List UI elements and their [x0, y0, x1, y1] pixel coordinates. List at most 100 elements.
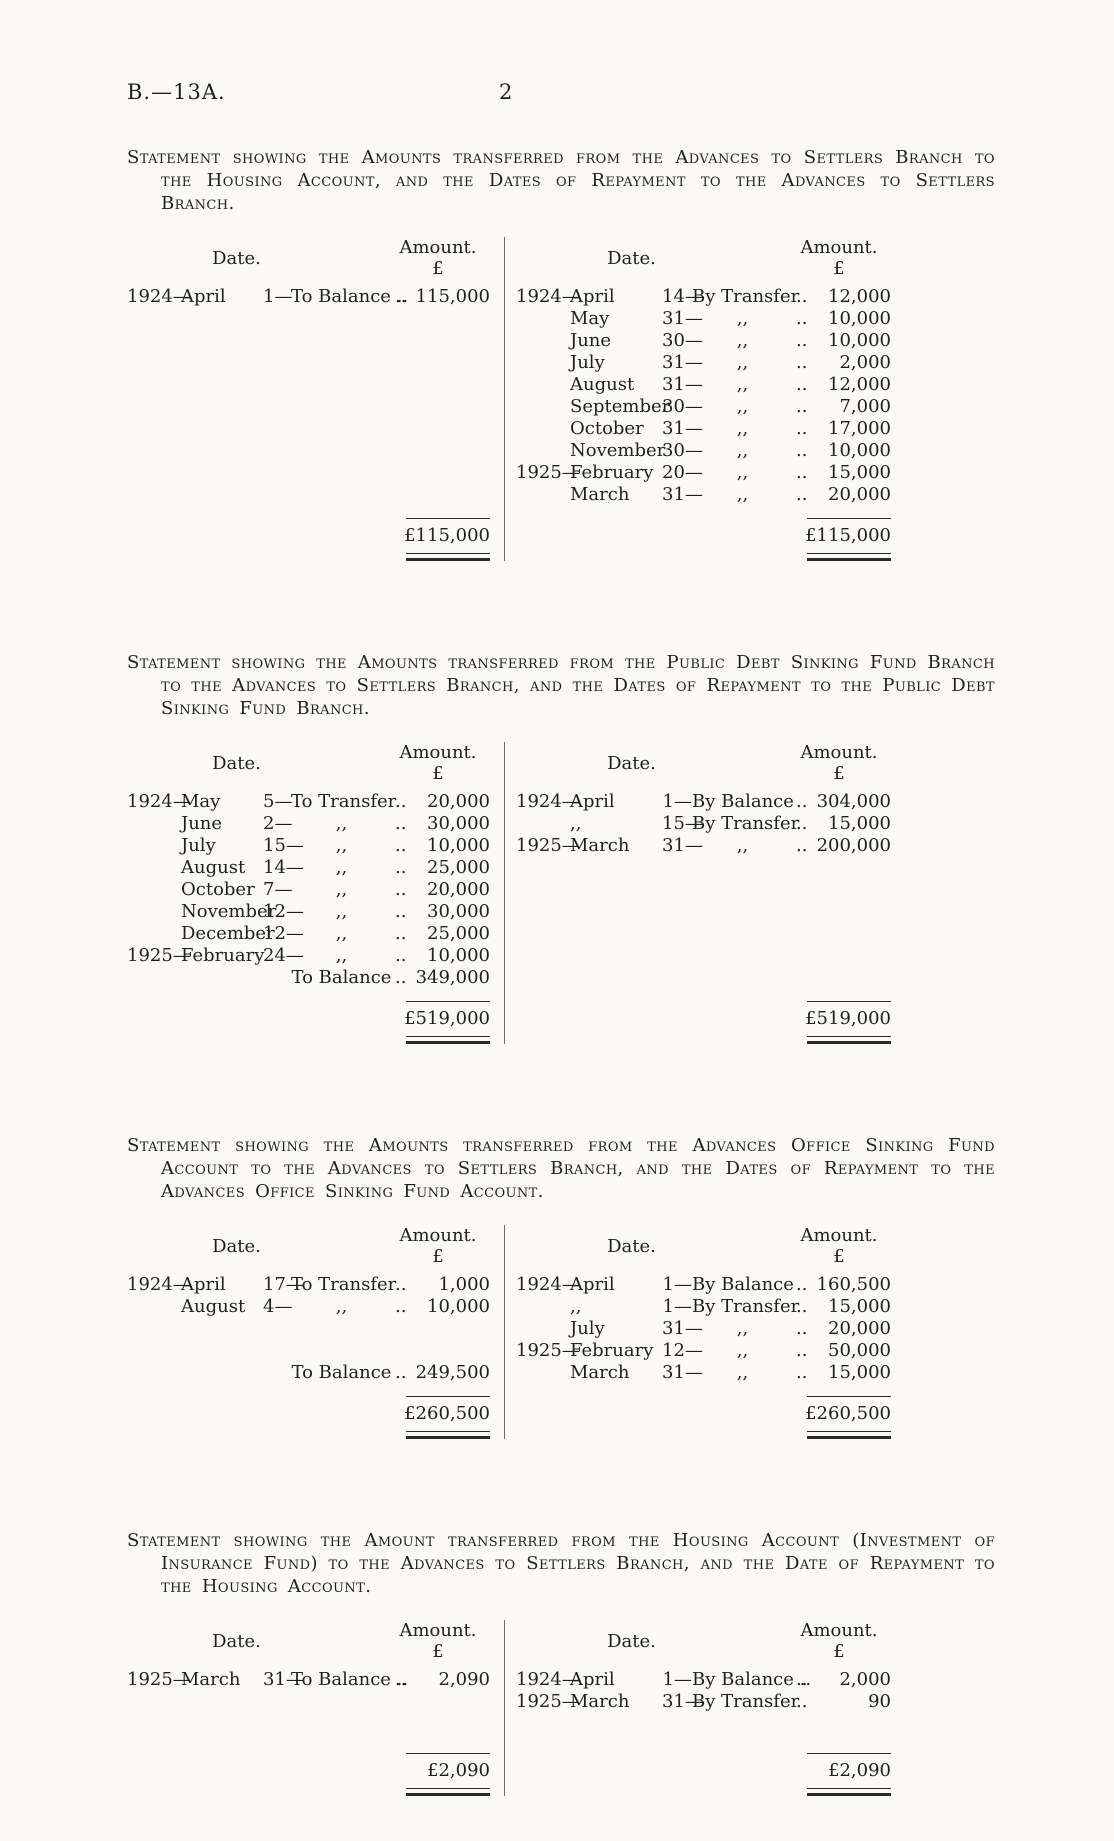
day-cell: 2— [263, 813, 293, 834]
dots-cell: .. [796, 440, 808, 461]
amount-cell: 25,000 [427, 857, 490, 878]
date-column-header: Date. [212, 248, 261, 269]
day-cell: 1— [263, 286, 293, 307]
ledger-table: Date. Amount. £ 1924— April 17— To Transfer… [127, 1225, 995, 1439]
ledger-row: 1924— May 5— To Transfer.. 20,000 [127, 791, 490, 813]
totals-block: £519,000 [787, 1001, 891, 1044]
dots-cell: .. [796, 791, 808, 812]
year-cell: 1924— [516, 1669, 580, 1690]
ledger-row: August 31—,,.. 12,000 [516, 374, 891, 396]
month-cell: October [181, 879, 255, 900]
entry-cell: ,, [335, 901, 348, 922]
amount-cell: 2,000 [839, 352, 891, 373]
amount-cell: 17,000 [828, 418, 891, 439]
dots-cell: .. [395, 813, 407, 834]
dots-cell: .. [395, 967, 407, 988]
entry-cell: ,, [736, 1340, 749, 1361]
day-cell: 31— [662, 308, 703, 329]
month-cell: March [181, 1669, 241, 1690]
day-cell: 30— [662, 440, 703, 461]
entry-cell: ,, [736, 418, 749, 439]
year-cell [516, 374, 570, 396]
ledger-row: September 30—,,.. 7,000 [516, 396, 891, 418]
year-cell [516, 352, 570, 374]
ledger-rows: 1924— April 1— To Balance .... 115,000 [127, 286, 490, 308]
amount-label: Amount. [800, 1620, 878, 1641]
month-cell: February [570, 1340, 654, 1361]
column-headers: Date. Amount. £ [127, 237, 490, 279]
pound-sign: £ [432, 763, 444, 784]
ledger-bottom: £115,000 [516, 506, 891, 561]
ledger-row: To Balance.. 349,000 [127, 967, 490, 989]
year-cell: 1924— [516, 1274, 580, 1295]
dots-cell: .. [796, 352, 808, 373]
ledger-row: 1924— April 1— To Balance .... 115,000 [127, 286, 490, 308]
total-rule [807, 1753, 891, 1754]
total-amount: £260,500 [404, 1403, 490, 1424]
statement-public-debt-sinking-fund: Statement showing the Amounts transferre… [127, 651, 995, 1044]
day-cell: 1— [662, 1274, 692, 1295]
day-cell: 12— [662, 1340, 703, 1361]
ledger-debit-side: Date. Amount. £ 1924— May 5— To Transfer.. 2… [127, 742, 490, 1044]
amount-cell: 10,000 [828, 440, 891, 461]
dots-cell: .. [796, 418, 808, 439]
amount-cell: 200,000 [816, 835, 891, 856]
ledger-row: October 7—,,.. 20,000 [127, 879, 490, 901]
month-cell: ,, [570, 1296, 582, 1317]
entry-cell: ,, [335, 813, 348, 834]
ledger-debit-side: Date. Amount. £ 1924— April 17— To Transfer… [127, 1225, 490, 1439]
dots-cell: .. [796, 813, 808, 834]
day-cell: 15— [263, 835, 304, 856]
year-cell: 1925— [516, 1340, 580, 1361]
day-cell: 12— [263, 923, 304, 944]
amount-column-header: Amount. £ [386, 1620, 490, 1662]
dots-cell: .. [796, 1691, 808, 1712]
ledger-row: 1925— February 20—,,.. 15,000 [516, 462, 891, 484]
dots-cell: .. [395, 1296, 407, 1317]
dots-cell: .. [796, 462, 808, 483]
ledger-row: 1925— March 31— To Balance .... 2,090 [127, 1669, 490, 1691]
ledger-row: 1924— April 1— By Balance.. 304,000 [516, 791, 891, 813]
total-double-rule [406, 1036, 490, 1044]
entry-cell: ,, [736, 1362, 749, 1383]
total-double-rule [406, 553, 490, 561]
dots-cell: .. [395, 791, 407, 812]
month-cell: July [570, 1318, 605, 1339]
year-cell [127, 857, 181, 879]
amount-cell: 50,000 [828, 1340, 891, 1361]
ledger-row: November 30—,,.. 10,000 [516, 440, 891, 462]
amount-cell: 12,000 [828, 286, 891, 307]
entry-cell: By Transfer [692, 1296, 800, 1317]
ledger-row: August 14—,,.. 25,000 [127, 857, 490, 879]
year-cell: 1925— [127, 945, 191, 966]
year-cell: 1924— [516, 791, 580, 812]
dots-cell: .. [796, 1318, 808, 1339]
month-cell [181, 967, 263, 989]
entry-cell: ,, [335, 835, 348, 856]
totals-block: £2,090 [787, 1753, 891, 1796]
year-cell: 1925— [516, 1691, 580, 1712]
column-headers: Date. Amount. £ [516, 1225, 891, 1267]
amount-column-header: Amount. £ [787, 1225, 891, 1267]
dots-cell: .. [796, 286, 808, 307]
ledger-credit-side: Date. Amount. £ 1924— April 14— By Transfer… [504, 237, 891, 561]
totals-block: £115,000 [787, 518, 891, 561]
statement-advances-settlers-to-housing: Statement showing the Amounts transferre… [127, 146, 995, 561]
day-cell: 31— [662, 484, 703, 505]
year-cell [516, 440, 570, 462]
year-cell [127, 901, 181, 923]
ledger-row: ,, 1— By Transfer.. 15,000 [516, 1296, 891, 1318]
amount-cell: 30,000 [427, 901, 490, 922]
day-cell: 31— [263, 1669, 304, 1690]
entry-cell: ,, [736, 835, 749, 856]
ledger-bottom-rows: To Balance.. 249,500 [127, 1362, 490, 1384]
total-amount: £260,500 [805, 1403, 891, 1424]
total-rule [807, 1396, 891, 1397]
totals-block: £2,090 [386, 1753, 490, 1796]
total-double-rule [807, 1431, 891, 1439]
day-cell: 31— [662, 1362, 703, 1383]
dots-cell: .. [395, 901, 407, 922]
pound-sign: £ [833, 763, 845, 784]
month-cell: May [181, 791, 221, 812]
